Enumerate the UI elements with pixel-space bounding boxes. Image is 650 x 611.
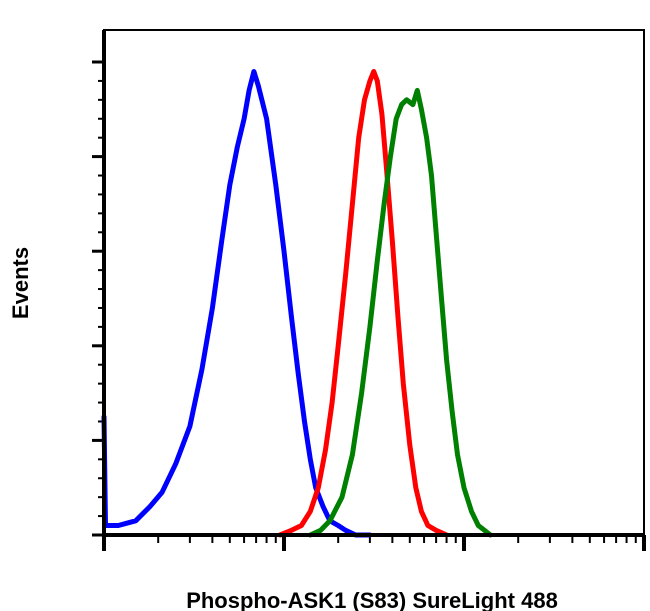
series-line-3 bbox=[307, 87, 493, 538]
series-line-2 bbox=[277, 69, 450, 538]
series-line-1 bbox=[101, 69, 373, 538]
x-axis-title: Phospho-ASK1 (S83) SureLight 488 bbox=[186, 588, 558, 611]
series-layer bbox=[101, 69, 493, 538]
y-axis-title: Events bbox=[8, 247, 33, 319]
axis-ticks bbox=[92, 60, 646, 551]
